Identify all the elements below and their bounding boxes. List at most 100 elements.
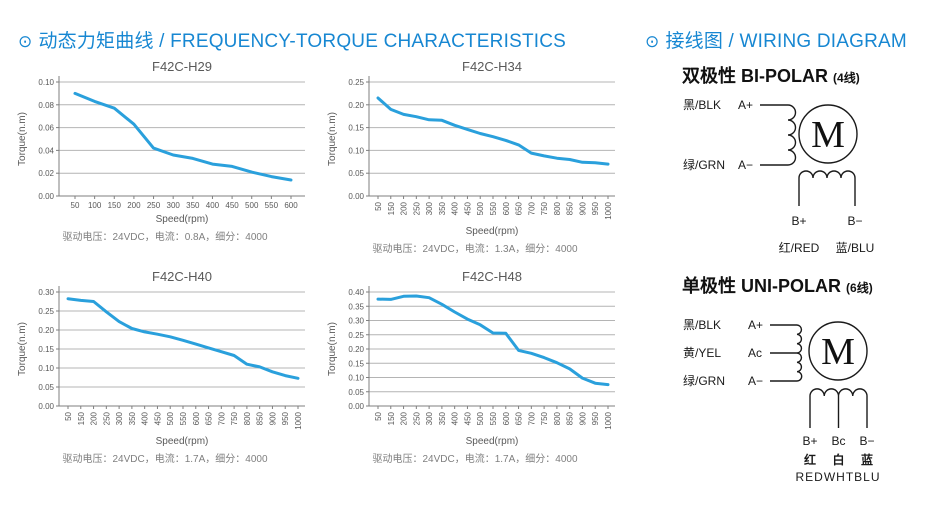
svg-text:800: 800: [243, 411, 252, 425]
terminal-a-plus: A+: [748, 318, 763, 332]
svg-text:0.00: 0.00: [348, 192, 364, 201]
wiring-section-header: ⊙ 接线图 / WIRING DIAGRAM: [645, 26, 907, 53]
lead-label-green: 绿/GRN: [683, 373, 725, 388]
unipolar-title-cn: 单极性: [682, 276, 736, 296]
svg-text:300: 300: [167, 201, 181, 210]
svg-text:850: 850: [256, 411, 265, 425]
svg-text:900: 900: [578, 411, 587, 425]
chart-canvas-f42c-h48: F42C-H48 0.00 0.05 0.10 0.15 0.20 0.25 0.30 0.35…: [327, 269, 615, 447]
coil-b-winding: [798, 170, 856, 179]
frequency-torque-section-header: ⊙ 动态力矩曲线 / FREQUENCY-TORQUE CHARACTERISTI…: [18, 26, 566, 53]
svg-text:0.25: 0.25: [348, 78, 364, 87]
svg-text:850: 850: [566, 411, 575, 425]
section-bullet-icon: ⊙: [645, 32, 660, 51]
svg-text:Torque(n.m): Torque(n.m): [17, 112, 28, 166]
svg-text:250: 250: [412, 201, 421, 215]
svg-text:0.20: 0.20: [38, 326, 54, 335]
terminal-b-plus: B+: [802, 434, 817, 448]
svg-text:600: 600: [284, 201, 298, 210]
bipolar-title: 双极性 BI-POLAR (4线): [682, 62, 938, 88]
svg-text:600: 600: [502, 201, 511, 215]
svg-text:150: 150: [387, 201, 396, 215]
svg-text:Torque(n.m): Torque(n.m): [17, 322, 28, 376]
svg-text:300: 300: [425, 411, 434, 425]
unipolar-wiring-block: 单极性 UNI-POLAR (6线) 黑/BLK A+ 黄/YEL Ac 绿/G…: [660, 272, 938, 491]
unipolar-wire-count: (6线): [846, 281, 873, 295]
chart-canvas-f42c-h34: F42C-H34 0.00 0.05 0.10 0.15 0.20 0.25 50 150 200…: [327, 59, 615, 237]
svg-text:550: 550: [489, 411, 498, 425]
svg-text:250: 250: [147, 201, 161, 210]
section-bullet-icon: ⊙: [18, 32, 33, 51]
lead-label-yellow: 黄/YEL: [683, 346, 721, 360]
svg-text:450: 450: [153, 411, 162, 425]
svg-text:750: 750: [230, 411, 239, 425]
terminal-a-minus: A−: [748, 374, 763, 388]
svg-text:Speed(rpm): Speed(rpm): [156, 436, 209, 447]
lead-label-green: 绿/GRN: [683, 157, 725, 172]
chart-caption: 驱动电压：24VDC，电流：1.7A，细分：4000: [62, 454, 268, 465]
svg-text:300: 300: [425, 201, 434, 215]
svg-text:0.00: 0.00: [348, 402, 364, 411]
svg-text:0.15: 0.15: [348, 359, 364, 368]
svg-text:700: 700: [527, 411, 536, 425]
svg-text:600: 600: [502, 411, 511, 425]
svg-text:550: 550: [265, 201, 279, 210]
lead-label-blue: 蓝/BLU: [836, 241, 875, 255]
lead-label-red-cn: 红: [804, 452, 816, 467]
svg-text:0.04: 0.04: [38, 146, 54, 155]
svg-text:450: 450: [463, 411, 472, 425]
svg-text:750: 750: [540, 201, 549, 215]
svg-text:0.00: 0.00: [38, 192, 54, 201]
chart-caption: 驱动电压：24VDC，电流：1.7A，细分：4000: [372, 454, 578, 465]
svg-text:650: 650: [205, 411, 214, 425]
svg-text:Speed(rpm): Speed(rpm): [466, 226, 519, 237]
motor-symbol: M: [811, 114, 845, 156]
bipolar-wiring-block: 双极性 BI-POLAR (4线) 黑/BLK A+ 绿/GRN A− M B+…: [660, 62, 938, 267]
coil-a-winding: [796, 324, 803, 382]
svg-text:Speed(rpm): Speed(rpm): [466, 436, 519, 447]
svg-text:450: 450: [225, 201, 239, 210]
motor-symbol: M: [821, 331, 855, 373]
svg-text:1000: 1000: [604, 201, 613, 219]
svg-text:0.25: 0.25: [348, 331, 364, 340]
coil-b-winding: [809, 388, 868, 397]
svg-text:200: 200: [127, 201, 141, 210]
terminal-b-minus: B−: [859, 434, 874, 448]
terminal-a-plus: A+: [738, 98, 753, 112]
svg-text:0.05: 0.05: [348, 169, 364, 178]
svg-text:500: 500: [476, 411, 485, 425]
lead-label-red: 红/RED: [779, 240, 820, 255]
svg-text:400: 400: [451, 201, 460, 215]
svg-text:0.35: 0.35: [348, 302, 364, 311]
terminal-b-minus: B−: [847, 214, 862, 228]
svg-text:950: 950: [591, 411, 600, 425]
chart-caption: 驱动电压：24VDC，电流：0.8A，细分：4000: [62, 232, 268, 243]
svg-text:1000: 1000: [604, 411, 613, 429]
chart-f42c-h40: F42C-H40 0.00 0.05 0.10 0.15 0.20 0.25 0.30 50 15…: [15, 268, 315, 465]
svg-text:250: 250: [102, 411, 111, 425]
svg-text:450: 450: [463, 201, 472, 215]
svg-text:950: 950: [281, 411, 290, 425]
svg-text:F42C-H29: F42C-H29: [152, 59, 212, 74]
svg-text:900: 900: [268, 411, 277, 425]
svg-text:850: 850: [566, 201, 575, 215]
svg-text:750: 750: [540, 411, 549, 425]
bipolar-diagram: 黑/BLK A+ 绿/GRN A− M B+ B− 红/RED 蓝/BLU: [683, 98, 875, 255]
svg-text:550: 550: [489, 201, 498, 215]
svg-text:0.15: 0.15: [348, 124, 364, 133]
svg-text:0.25: 0.25: [38, 307, 54, 316]
svg-text:200: 200: [400, 201, 409, 215]
svg-text:0.08: 0.08: [38, 101, 54, 110]
svg-text:300: 300: [115, 411, 124, 425]
svg-text:100: 100: [88, 201, 102, 210]
svg-text:Torque(n.m): Torque(n.m): [327, 322, 338, 376]
unipolar-diagram: 黑/BLK A+ 黄/YEL Ac 绿/GRN A− M B+ Bc B− 红 …: [683, 318, 880, 484]
svg-text:400: 400: [141, 411, 150, 425]
svg-text:50: 50: [64, 411, 73, 420]
svg-text:900: 900: [578, 201, 587, 215]
svg-text:650: 650: [515, 411, 524, 425]
lead-label-black: 黑/BLK: [683, 98, 721, 112]
svg-text:50: 50: [374, 411, 383, 420]
svg-text:500: 500: [166, 411, 175, 425]
motor-circle: [798, 104, 858, 164]
